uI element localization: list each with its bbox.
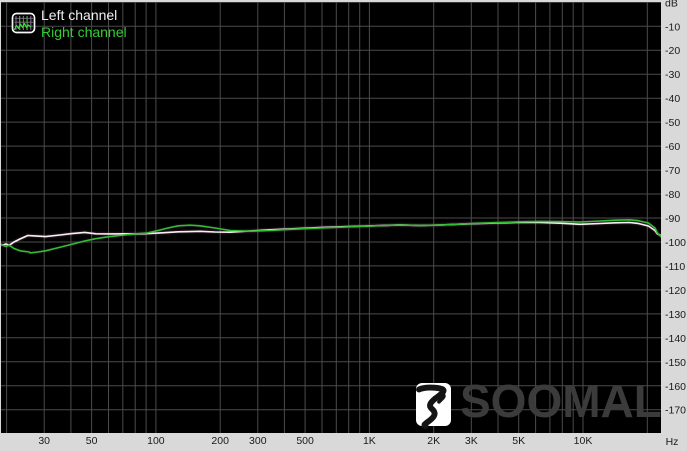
svg-text:-40: -40 xyxy=(665,93,680,105)
svg-text:-120: -120 xyxy=(665,285,686,297)
svg-text:-170: -170 xyxy=(665,405,686,417)
svg-text:2K: 2K xyxy=(427,435,440,447)
svg-text:50: 50 xyxy=(86,435,98,447)
svg-text:-30: -30 xyxy=(665,69,680,81)
svg-text:Right channel: Right channel xyxy=(41,24,127,40)
svg-text:-70: -70 xyxy=(665,165,680,177)
svg-text:-20: -20 xyxy=(665,45,680,57)
svg-text:-90: -90 xyxy=(665,213,680,225)
svg-text:-100: -100 xyxy=(665,237,686,249)
svg-text:30: 30 xyxy=(38,435,50,447)
svg-text:-80: -80 xyxy=(665,189,680,201)
svg-text:-160: -160 xyxy=(665,381,686,393)
svg-text:100: 100 xyxy=(147,435,165,447)
svg-text:-140: -140 xyxy=(665,333,686,345)
svg-text:Hz: Hz xyxy=(666,436,679,448)
svg-text:1K: 1K xyxy=(363,435,376,447)
svg-text:10K: 10K xyxy=(574,435,593,447)
svg-text:3K: 3K xyxy=(465,435,478,447)
svg-text:-110: -110 xyxy=(665,261,685,273)
svg-text:-50: -50 xyxy=(665,117,680,129)
svg-text:dB: dB xyxy=(665,0,678,9)
svg-text:5K: 5K xyxy=(512,435,525,447)
svg-text:200: 200 xyxy=(211,435,229,447)
svg-text:300: 300 xyxy=(249,435,267,447)
svg-text:-60: -60 xyxy=(665,141,680,153)
svg-text:-10: -10 xyxy=(665,21,680,33)
svg-text:Left channel: Left channel xyxy=(41,7,117,23)
svg-text:-130: -130 xyxy=(665,309,686,321)
svg-text:500: 500 xyxy=(296,435,314,447)
svg-text:-150: -150 xyxy=(665,357,686,369)
svg-text:SOOMAL: SOOMAL xyxy=(460,375,662,427)
